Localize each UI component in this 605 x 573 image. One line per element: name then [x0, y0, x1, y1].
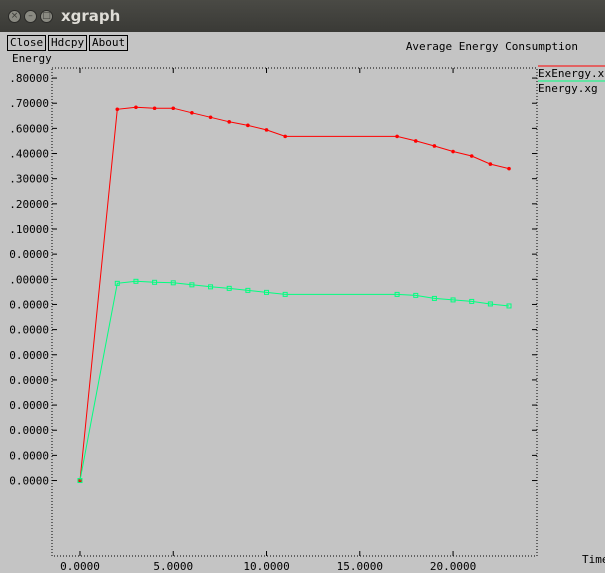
series-point-1: [432, 144, 437, 148]
series-point-1: [208, 115, 213, 120]
series-point-1: [451, 149, 455, 154]
y-tick-label: .80000: [9, 72, 49, 85]
series-point-2: [133, 278, 139, 284]
close-button[interactable]: Close: [7, 35, 47, 51]
series-point-1: [469, 154, 474, 158]
x-tick-label: 20.0000: [430, 560, 476, 573]
y-tick-label: .30000: [9, 173, 49, 186]
y-tick-label: 0.0000: [9, 475, 49, 488]
hdcpy-button[interactable]: Hdcpy: [48, 35, 88, 51]
series-line-1: [79, 106, 510, 481]
series-point-1: [190, 110, 194, 115]
series-point-1: [152, 106, 157, 111]
series-point-1: [227, 120, 232, 124]
series-point-1: [115, 107, 120, 112]
chart: 0.0000 0.0000 0.0000 0.0000 0.0000 0.0000 0.00…: [9, 40, 605, 573]
series-point-1: [395, 134, 399, 139]
y-tick-label: .10000: [9, 223, 49, 236]
series-point-1: [507, 166, 511, 171]
series-point-2: [450, 297, 456, 303]
series-point-1: [78, 478, 82, 483]
about-button[interactable]: About: [89, 35, 129, 51]
legend-label-1: ExEnergy.xg: [538, 67, 605, 80]
series-point-2: [170, 280, 176, 286]
series-point-2: [189, 282, 195, 288]
chart-title: Average Energy Consumption: [406, 40, 578, 53]
y-tick-label: 0.0000: [9, 449, 49, 462]
plot-frame: [51, 67, 538, 557]
series-point-1: [413, 139, 418, 143]
x-tick-label: 5.0000: [153, 560, 193, 573]
x-tick-label: 0.0000: [60, 560, 100, 573]
y-tick-label: 0.0000: [9, 399, 49, 412]
series-point-2: [282, 291, 288, 297]
series-point-2: [226, 285, 232, 291]
y-tick-label: 0.0000: [9, 349, 49, 362]
series-point-2: [394, 291, 400, 297]
window-title: xgraph: [61, 7, 121, 25]
window-titlebar: × – □ xgraph: [0, 0, 605, 32]
window-maximize-icon[interactable]: □: [40, 10, 53, 23]
x-tick-label: 15.0000: [337, 560, 383, 573]
plot-canvas: 0.0000 0.0000 0.0000 0.0000 0.0000 0.0000 0.00…: [0, 32, 605, 573]
y-tick-label: 0.0000: [9, 298, 49, 311]
y-tick-label: 0.0000: [9, 424, 49, 437]
series-point-2: [469, 298, 475, 304]
y-tick-label: 0.0000: [9, 248, 49, 261]
series-point-2: [77, 478, 83, 484]
y-tick-label: .70000: [9, 97, 49, 110]
y-tick-label: .40000: [9, 148, 49, 161]
series-point-2: [431, 295, 437, 301]
series-line-2: [79, 280, 510, 481]
series-point-1: [488, 162, 493, 166]
legend-label-2: Energy.xg: [538, 82, 598, 95]
y-tick-label: 0.0000: [9, 374, 49, 387]
window-close-icon[interactable]: ×: [8, 10, 21, 23]
y-axis-label: Energy: [12, 52, 52, 65]
series-point-2: [208, 284, 214, 290]
series-point-2: [152, 279, 158, 285]
y-tick-label: .00000: [9, 273, 49, 286]
series-point-1: [134, 105, 138, 110]
series-point-2: [264, 289, 270, 295]
y-tick-label: .60000: [9, 122, 49, 135]
series-point-1: [246, 123, 250, 128]
series-point-2: [245, 287, 251, 293]
series-point-2: [413, 292, 419, 298]
series-point-2: [506, 303, 512, 309]
series-point-2: [114, 280, 120, 286]
series-point-1: [283, 134, 287, 139]
y-tick-label: .20000: [9, 198, 49, 211]
x-tick-label: 10.0000: [243, 560, 289, 573]
window-minimize-icon[interactable]: –: [24, 10, 37, 23]
y-tick-label: 0.0000: [9, 324, 49, 337]
series-point-1: [264, 128, 269, 132]
series-point-2: [487, 301, 493, 307]
x-axis-label: Time: [582, 553, 605, 566]
series-point-1: [171, 106, 176, 111]
